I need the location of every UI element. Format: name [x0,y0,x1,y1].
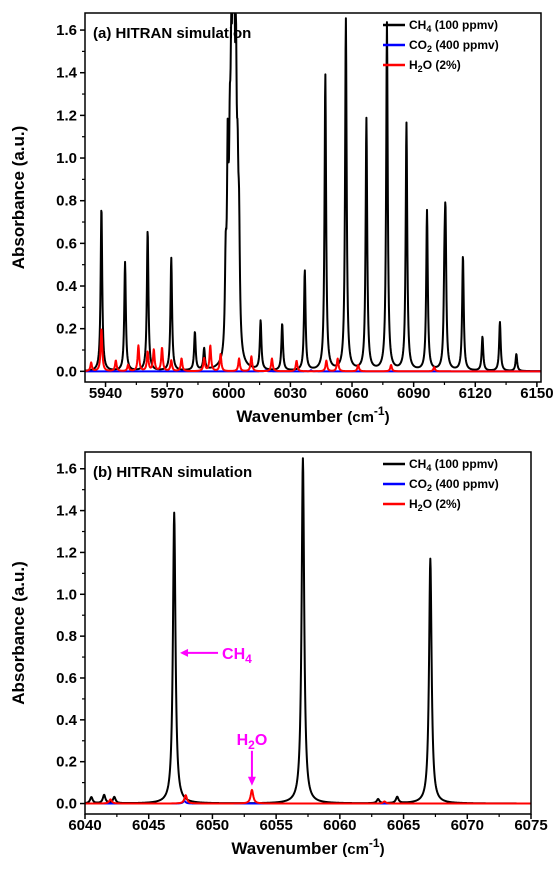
y-tick-label: 0.0 [56,363,77,380]
annotation-label: CH4 [222,646,252,666]
y-tick-label: 1.4 [56,503,78,520]
x-axis-label: Wavenumber (cm-1) [236,404,389,426]
x-tick-label: 5970 [150,385,183,402]
plot-area [85,13,541,373]
series-line-ch4 [85,457,531,805]
legend-label: CH4 (100 ppmv) [409,18,498,34]
series-line-ch4 [85,13,541,373]
legend-label: CO2 (400 ppmv) [409,38,499,54]
legend-label: CO2 (400 ppmv) [409,477,499,493]
x-tick-label: 6045 [132,817,165,834]
y-tick-label: 0.8 [56,193,77,210]
x-tick-label: 6070 [451,817,484,834]
legend: CH4 (100 ppmv) CO2 (400 ppmv) H2O (2%) [383,457,499,513]
panel-title: (b) HITRAN simulation [93,464,252,481]
panel-b: 6040 6045 6050 6055 6060 6065 6070 6075 0.0 0.2 0.… [9,451,548,858]
x-tick-label: 6030 [274,385,307,402]
series-line-h2o [85,328,541,373]
y-tick-label: 1.4 [56,65,78,82]
y-tick-label: 0.0 [56,796,77,813]
y-tick-label: 0.8 [56,628,77,645]
plot-frame [84,12,542,383]
y-tick-label: 0.4 [56,712,78,729]
x-tick-label: 6075 [514,817,547,834]
plot-area [85,457,531,805]
series-line-h2o [85,788,531,805]
x-tick-label: 5940 [89,385,122,402]
x-tick-label: 6065 [387,817,420,834]
panel-title: (a) HITRAN simulation [93,25,251,42]
annotation-h2o: H2O [237,732,268,786]
x-tick-label: 6040 [68,817,101,834]
annotation-arrowhead [247,776,256,786]
x-tick-label: 6060 [323,817,356,834]
x-tick-label: 6050 [196,817,229,834]
annotation-arrowhead [180,648,189,657]
legend-label: H2O (2%) [409,58,461,74]
y-tick-label: 1.0 [56,150,77,167]
annotation-ch4: CH4 [180,646,252,666]
panel-a: 5940 5970 6000 6030 6060 6090 6120 6150 0.0 0.2 0.… [9,12,554,426]
y-tick-label: 0.6 [56,670,77,687]
y-tick-label: 1.6 [56,461,77,478]
y-tick-label: 1.0 [56,586,77,603]
y-tick-label: 0.6 [56,235,77,252]
annotation-label: H2O [237,732,268,752]
y-tick-label: 1.6 [56,22,77,39]
x-tick-label: 6090 [397,385,430,402]
y-tick-label: 0.2 [56,321,77,338]
y-axis-label: Absorbance (a.u.) [9,126,28,270]
x-axis-label: Wavenumber (cm-1) [231,836,384,858]
legend: CH4 (100 ppmv) CO2 (400 ppmv) H2O (2%) [383,18,499,74]
y-tick-label: 1.2 [56,107,77,124]
legend-label: H2O (2%) [409,497,461,513]
x-tick-label: 6120 [459,385,492,402]
x-tick-label: 6060 [335,385,368,402]
x-tick-label: 6150 [520,385,553,402]
x-tick-label: 6000 [212,385,245,402]
x-tick-label: 6055 [259,817,292,834]
legend-label: CH4 (100 ppmv) [409,457,498,473]
y-tick-label: 0.4 [56,278,78,295]
y-axis-label: Absorbance (a.u.) [9,561,28,705]
y-tick-label: 0.2 [56,754,77,771]
y-tick-label: 1.2 [56,544,77,561]
plot-frame [84,451,532,815]
